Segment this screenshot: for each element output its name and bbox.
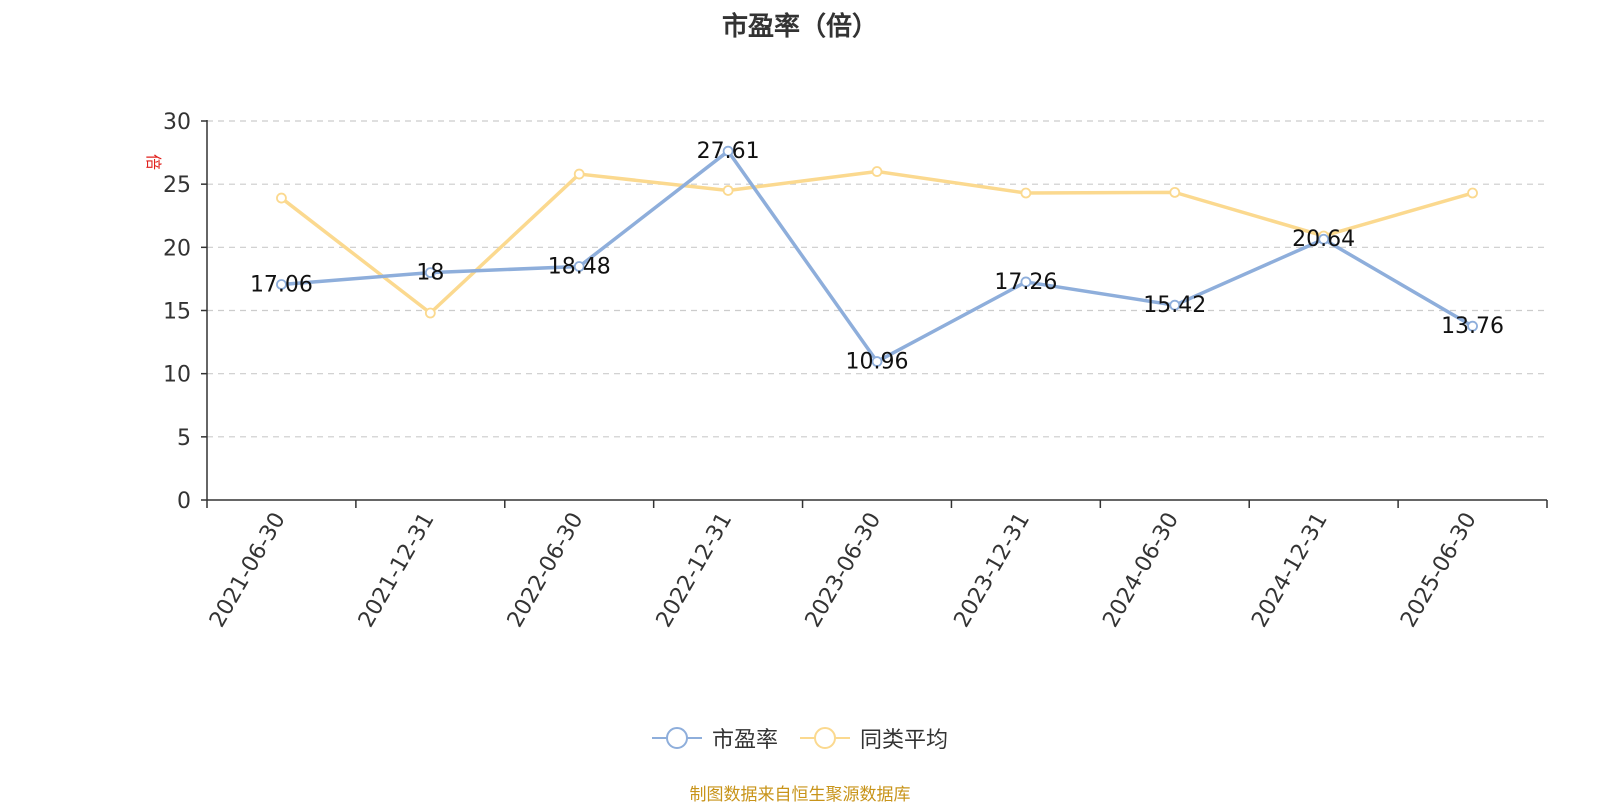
data-point — [424, 307, 436, 319]
data-point — [1020, 187, 1032, 199]
legend-item-avg[interactable]: 同类平均 — [800, 722, 948, 754]
legend-label-pe: 市盈率 — [711, 728, 778, 753]
chart-title: 市盈率（倍） — [721, 12, 878, 42]
x-tick-label: 2021-06-30 — [205, 509, 291, 632]
y-tick-label: 10 — [163, 363, 191, 388]
y-tick-label: 5 — [177, 426, 191, 451]
data-point — [424, 267, 436, 279]
data-point — [1318, 233, 1330, 245]
data-label: 27.61 — [697, 139, 760, 164]
x-tick-label: 2022-06-30 — [503, 509, 589, 632]
legend-marker-pe-icon — [651, 726, 702, 750]
data-point — [276, 279, 287, 290]
x-tick-label: 2021-12-31 — [354, 509, 440, 632]
y-tick-label: 25 — [163, 173, 191, 198]
data-point — [276, 192, 287, 204]
data-point — [1467, 320, 1478, 332]
data-label: 17.06 — [250, 272, 313, 297]
legend: 市盈率 同类平均 — [0, 722, 1600, 754]
y-tick-label: 30 — [163, 110, 191, 135]
data-label: 13.76 — [1441, 314, 1504, 339]
x-tick-label: 2022-12-31 — [652, 509, 738, 632]
y-tick-label: 20 — [163, 236, 191, 261]
series-line-0 — [281, 149, 1474, 364]
x-tick-label: 2025-06-30 — [1396, 509, 1482, 632]
data-label: 17.26 — [994, 270, 1057, 295]
legend-label-avg: 同类平均 — [860, 728, 949, 753]
source-note: 制图数据来自恒生聚源数据库 — [689, 785, 911, 805]
data-label: 20.64 — [1292, 227, 1355, 252]
data-point — [1169, 299, 1181, 311]
x-tick-label: 2024-06-30 — [1098, 509, 1184, 632]
y-axis-unit-label: 倍 — [144, 154, 163, 170]
x-tick-label: 2024-12-31 — [1247, 509, 1333, 632]
data-point — [1467, 187, 1478, 199]
x-tick-label: 2023-12-31 — [950, 509, 1036, 632]
data-label: 10.96 — [846, 350, 909, 375]
data-label: 15.42 — [1143, 293, 1206, 318]
data-label: 18.48 — [548, 255, 611, 280]
y-tick-label: 15 — [163, 300, 191, 325]
legend-marker-avg-icon — [800, 726, 850, 750]
data-point — [1020, 276, 1032, 288]
y-tick-label: 0 — [177, 489, 191, 514]
x-tick-label: 2023-06-30 — [801, 509, 887, 632]
data-point — [573, 168, 585, 180]
legend-item-pe[interactable]: 市盈率 — [651, 722, 778, 754]
data-label: 18 — [416, 261, 444, 286]
data-point — [722, 145, 734, 157]
data-point — [1169, 186, 1181, 198]
data-point — [573, 261, 585, 272]
data-point — [871, 166, 883, 177]
data-point — [722, 185, 734, 196]
data-point — [871, 356, 883, 367]
